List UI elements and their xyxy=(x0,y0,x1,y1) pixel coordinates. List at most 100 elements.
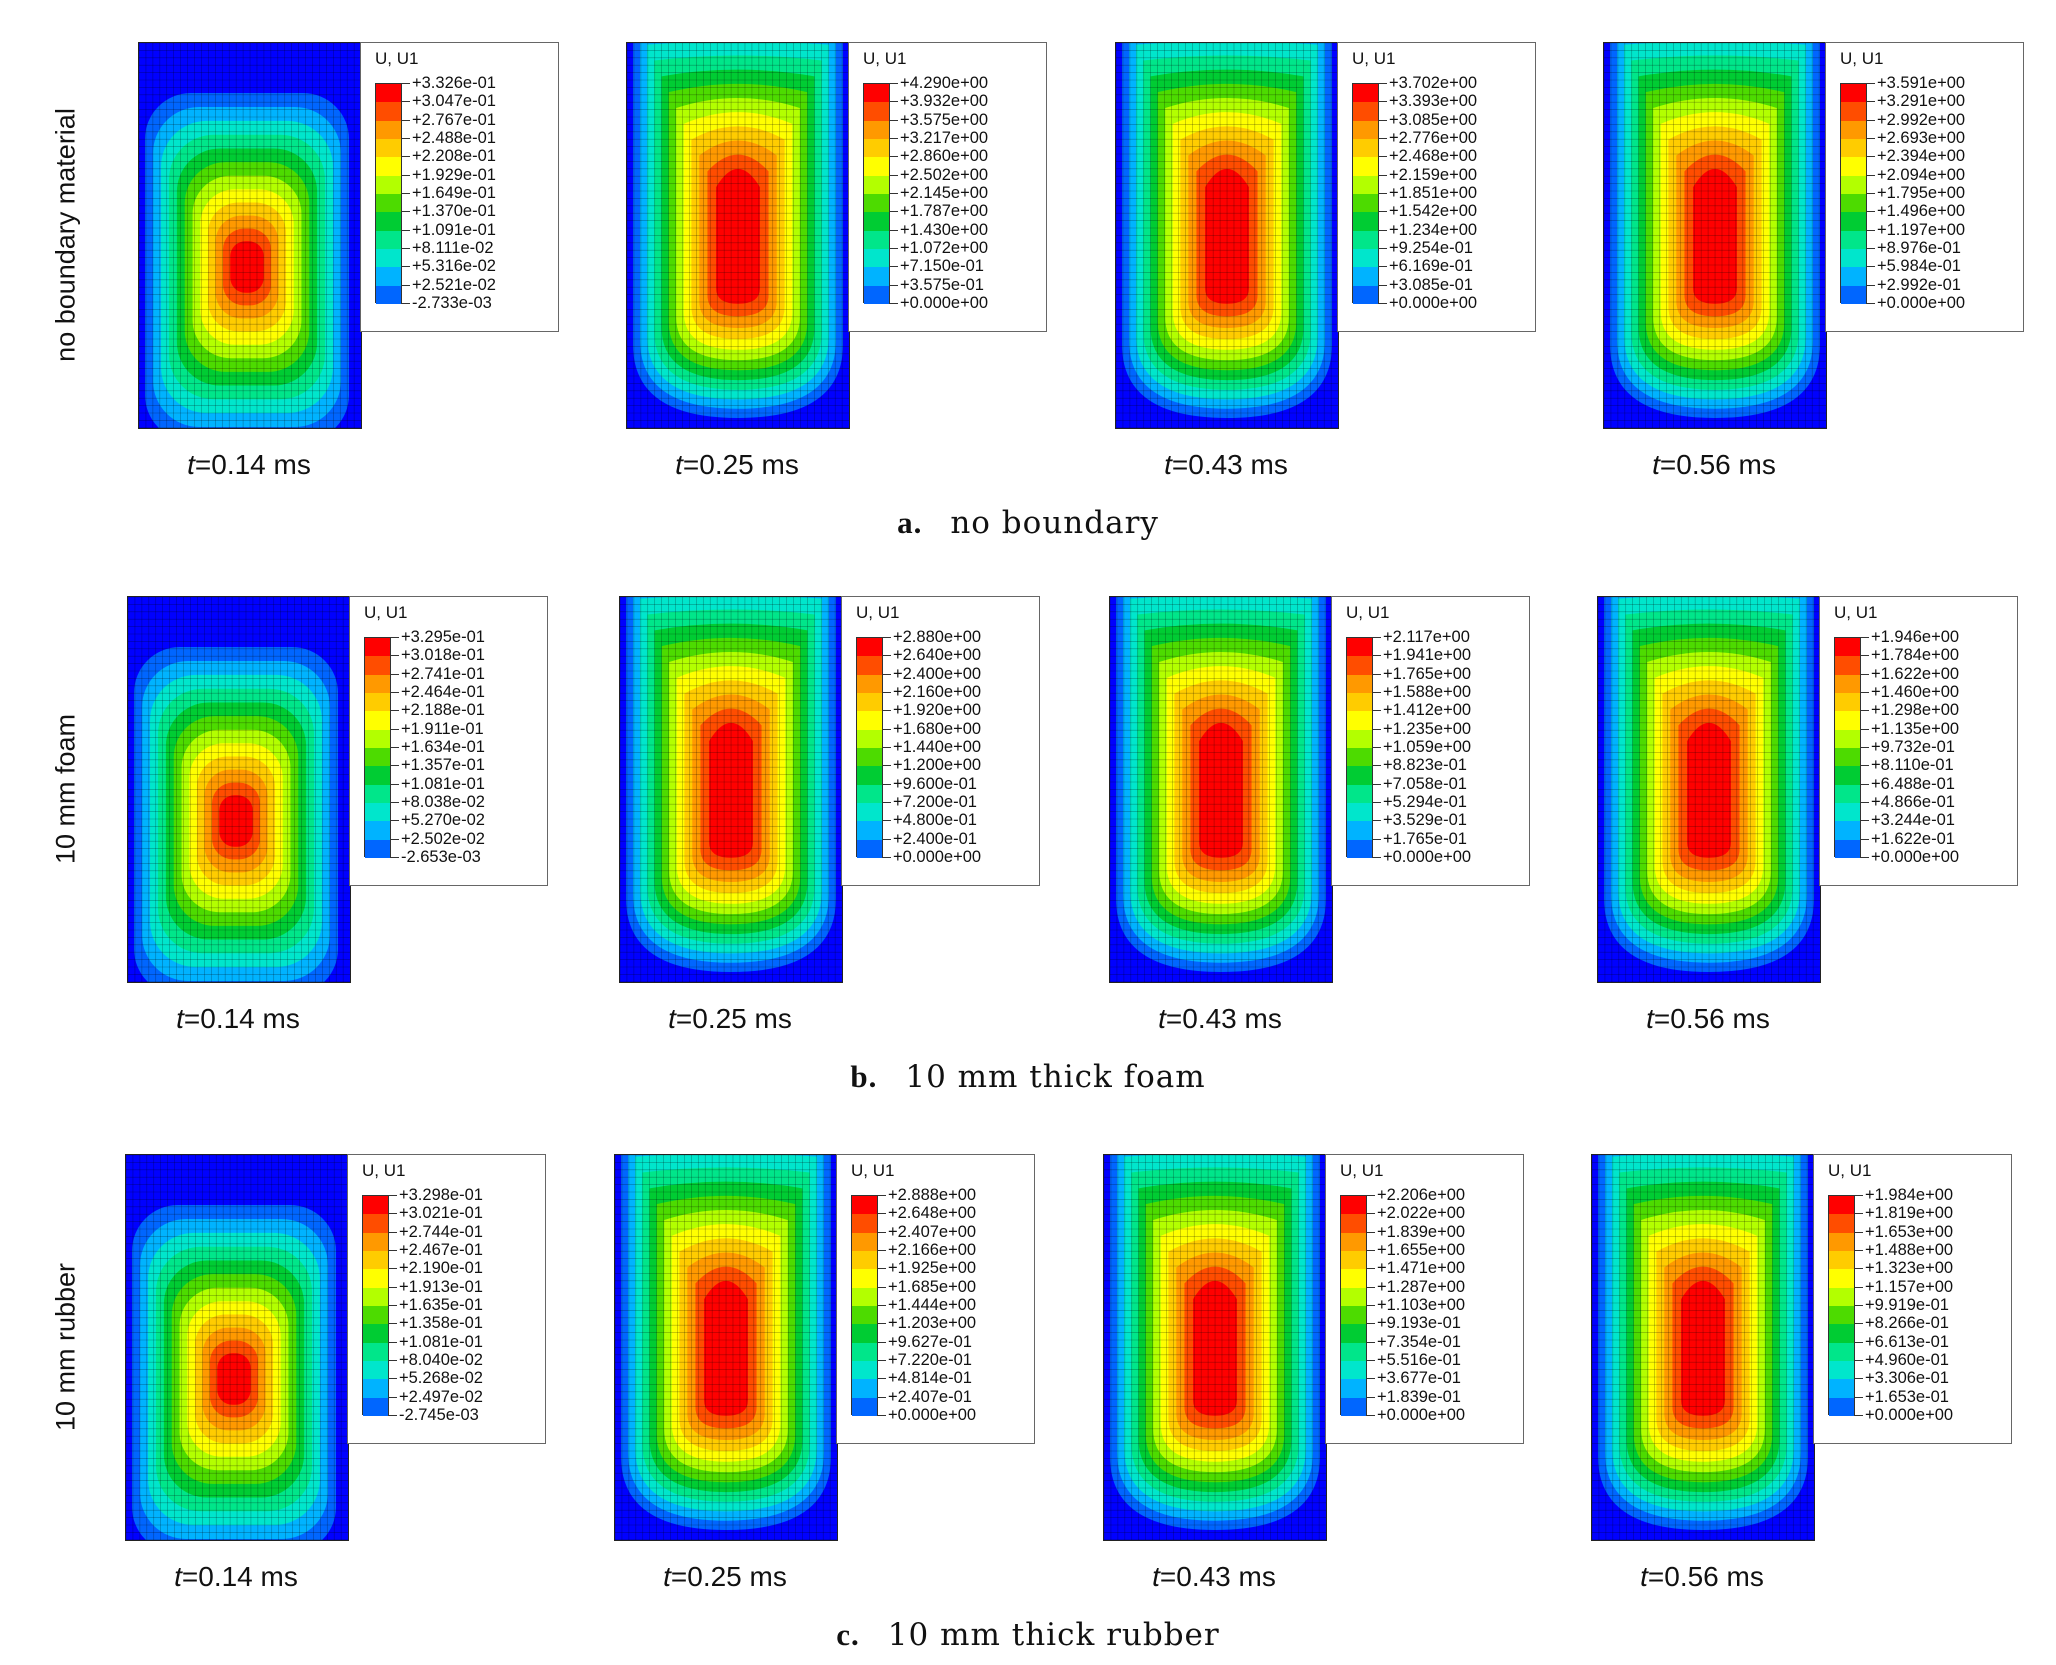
legend-swatch xyxy=(363,1196,388,1215)
legend-swatch xyxy=(1353,267,1378,286)
legend-title: U, U1 xyxy=(1828,1161,1872,1180)
legend-colorbar xyxy=(375,83,402,305)
legend-level-value: +5.984e-01 xyxy=(1866,257,1961,275)
legend-swatch xyxy=(1835,638,1860,657)
legend-level-value: +3.932e+00 xyxy=(889,92,988,110)
legend-title: U, U1 xyxy=(856,603,900,622)
legend-level-value: +8.038e-02 xyxy=(390,793,485,811)
mesh-grid xyxy=(627,43,849,428)
time-value: =0.56 ms xyxy=(1659,449,1776,480)
legend-level-value: +2.190e-01 xyxy=(388,1259,483,1277)
legend-swatch xyxy=(852,1232,877,1252)
legend-level-value: +1.653e+00 xyxy=(1854,1223,1953,1241)
legend-level-value: +1.072e+00 xyxy=(889,239,988,257)
legend-title: U, U1 xyxy=(375,49,419,68)
legend-level-value: +2.159e+00 xyxy=(1378,166,1477,184)
legend-swatch xyxy=(857,711,882,730)
legend-swatch xyxy=(1829,1250,1854,1270)
legend-title: U, U1 xyxy=(1352,49,1396,68)
legend-level-value: +2.206e+00 xyxy=(1366,1186,1465,1204)
legend-level-value: +3.393e+00 xyxy=(1378,92,1477,110)
legend-swatch xyxy=(1353,102,1378,121)
legend-swatch xyxy=(365,839,390,859)
legend-swatch xyxy=(1347,692,1372,712)
legend-level-value: +1.913e-01 xyxy=(388,1278,483,1296)
legend-swatch xyxy=(363,1305,388,1325)
legend-level-value: +1.542e+00 xyxy=(1378,202,1477,220)
legend-colorbar xyxy=(1840,83,1867,305)
legend-swatch xyxy=(1353,193,1378,213)
contour-band xyxy=(1205,168,1249,304)
legend-swatch xyxy=(376,157,401,176)
legend-swatch xyxy=(365,821,390,840)
legend-level-value: +1.460e+00 xyxy=(1860,683,1959,701)
legend-swatch xyxy=(365,638,390,657)
legend-level-value: +2.208e-01 xyxy=(401,147,496,165)
legend-swatch xyxy=(852,1379,877,1398)
legend-title: U, U1 xyxy=(1346,603,1390,622)
legend-level-value: +3.244e-01 xyxy=(1860,811,1955,829)
legend-level-value: +1.685e+00 xyxy=(877,1278,976,1296)
color-legend: U, U1 +3.702e+00 +3.393e+00 +3.085e+00 +2.77… xyxy=(1337,42,1536,332)
legend-level-value: +1.925e+00 xyxy=(877,1259,976,1277)
legend-level-value: +2.166e+00 xyxy=(877,1241,976,1259)
legend-level-value: +1.680e+00 xyxy=(882,720,981,738)
legend-swatch xyxy=(857,839,882,859)
legend-colorbar xyxy=(1352,83,1379,305)
time-symbol: t xyxy=(176,1003,184,1034)
legend-swatch xyxy=(1347,784,1372,804)
legend-level-value: +2.394e+00 xyxy=(1866,147,1965,165)
legend-swatch xyxy=(1829,1324,1854,1343)
legend-level-value: +1.157e+00 xyxy=(1854,1278,1953,1296)
time-label: t=0.14 ms xyxy=(125,1561,347,1593)
legend-swatch xyxy=(1841,285,1866,305)
legend-swatch xyxy=(1829,1305,1854,1325)
legend-swatch xyxy=(1841,230,1866,250)
legend-swatch xyxy=(1341,1324,1366,1343)
time-symbol: t xyxy=(1646,1003,1654,1034)
legend-level-value: +6.613e-01 xyxy=(1854,1333,1949,1351)
legend-swatch xyxy=(363,1214,388,1233)
legend-swatch xyxy=(1347,729,1372,749)
time-value: =0.43 ms xyxy=(1165,1003,1282,1034)
legend-level-value: +4.290e+00 xyxy=(889,74,988,92)
contour-plot xyxy=(127,596,351,983)
legend-swatch xyxy=(852,1250,877,1270)
legend-level-value: +2.094e+00 xyxy=(1866,166,1965,184)
legend-swatch xyxy=(1341,1287,1366,1307)
legend-swatch xyxy=(1835,674,1860,694)
time-symbol: t xyxy=(1158,1003,1166,1034)
legend-swatch xyxy=(1347,839,1372,859)
time-symbol: t xyxy=(668,1003,676,1034)
legend-swatch xyxy=(1353,120,1378,140)
legend-swatch xyxy=(1835,747,1860,767)
legend-swatch xyxy=(864,230,889,250)
legend-swatch xyxy=(852,1397,877,1417)
time-value: =0.14 ms xyxy=(181,1561,298,1592)
legend-swatch xyxy=(1353,212,1378,231)
legend-swatch xyxy=(1353,175,1378,195)
legend-level-value: +3.021e-01 xyxy=(388,1204,483,1222)
mesh-grid xyxy=(126,1155,348,1540)
contour-plot xyxy=(125,1154,349,1541)
legend-level-value: +1.819e+00 xyxy=(1854,1204,1953,1222)
legend-level-value: +1.787e+00 xyxy=(889,202,988,220)
legend-level-value: +1.135e+00 xyxy=(1860,720,1959,738)
time-value: =0.14 ms xyxy=(183,1003,300,1034)
legend-swatch xyxy=(864,102,889,121)
time-value: =0.14 ms xyxy=(194,449,311,480)
subfigure-caption: b. 10 mm thick foam xyxy=(0,1059,2056,1095)
mesh-grid xyxy=(1104,1155,1326,1540)
legend-level-value: +3.047e-01 xyxy=(401,92,496,110)
legend-swatch xyxy=(857,674,882,694)
contour-band xyxy=(219,795,253,847)
legend-swatch xyxy=(363,1269,388,1288)
contour-plot xyxy=(1603,42,1827,429)
legend-level-value: +1.929e-01 xyxy=(401,166,496,184)
mesh-grid xyxy=(128,597,350,982)
legend-swatch xyxy=(857,747,882,767)
legend-swatch xyxy=(1841,248,1866,268)
legend-swatch xyxy=(1841,193,1866,213)
legend-swatch xyxy=(363,1397,388,1417)
legend-swatch xyxy=(864,175,889,195)
